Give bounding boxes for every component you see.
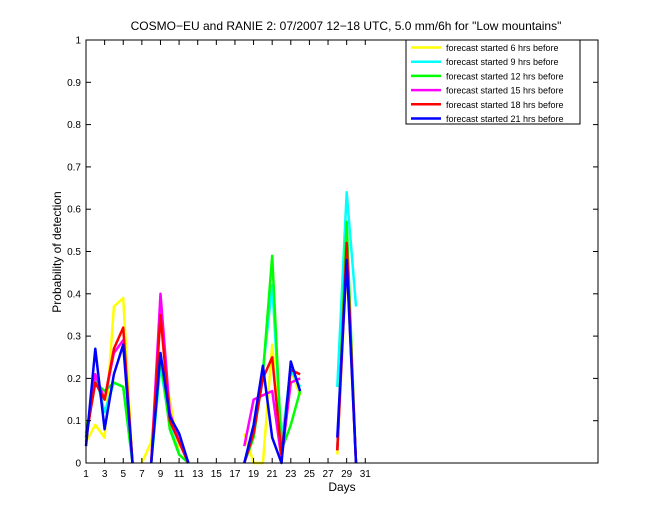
y-tick-label: 0.8 [67, 120, 81, 131]
x-tick-label: 13 [192, 469, 204, 480]
legend-items: forecast started 6 hrs before forecast st… [411, 43, 564, 124]
series-4-segment-3 [243, 377, 301, 461]
series-6 [84, 258, 358, 465]
x-tick-label: 9 [158, 469, 164, 480]
x-tick-label: 11 [174, 469, 185, 480]
x-tick-label: 21 [267, 469, 279, 480]
chart-title: COSMO−EU and RANIE 2: 07/2007 12−18 UTC,… [131, 19, 562, 33]
legend-label: forecast started 9 hrs before [446, 57, 559, 67]
legend-label: forecast started 21 hrs before [446, 114, 564, 124]
x-tick-label: 27 [322, 469, 334, 480]
x-tick-label: 7 [139, 469, 145, 480]
legend-label: forecast started 12 hrs before [446, 71, 564, 81]
y-tick-label: 0.3 [67, 332, 81, 343]
x-tick-label: 31 [360, 469, 372, 480]
x-tick-label: 17 [229, 469, 241, 480]
series-6-segment-1 [84, 343, 134, 464]
series-6-segment-3 [243, 360, 302, 465]
legend-label: forecast started 15 hrs before [446, 86, 564, 96]
series-2-segment-4 [336, 191, 358, 387]
x-axis-ticks: 1 3 5 7 9 11 13 15 17 19 21 23 25 27 29 31 [83, 40, 371, 480]
legend-box [405, 39, 581, 125]
y-tick-label: 0.2 [67, 374, 81, 385]
y-tick-label: 0.7 [67, 162, 81, 173]
x-tick-label: 15 [211, 469, 223, 480]
legend-label: forecast started 18 hrs before [446, 100, 564, 110]
legend: forecast started 6 hrs before forecast st… [405, 39, 581, 125]
x-tick-label: 23 [285, 469, 297, 480]
series-6-segment-2 [149, 351, 190, 464]
y-tick-label: 0.1 [67, 416, 81, 427]
y-axis-ticks: 0 0.1 0.2 0.3 0.4 0.5 0.6 0.7 0.8 0.9 1 [67, 36, 598, 470]
y-axis-label: Probability of detection [50, 191, 64, 312]
y-tick-label: 0.6 [67, 205, 81, 216]
legend-label: forecast started 6 hrs before [446, 43, 559, 53]
series-layer [84, 191, 358, 465]
x-tick-label: 3 [102, 469, 108, 480]
y-tick-label: 1 [75, 36, 81, 47]
series-6-segment-4 [336, 258, 358, 464]
y-tick-label: 0.5 [67, 247, 81, 258]
y-tick-label: 0 [75, 459, 81, 470]
x-tick-label: 19 [248, 469, 260, 480]
x-tick-label: 25 [304, 469, 316, 480]
x-tick-label: 1 [83, 469, 89, 480]
x-tick-label: 29 [341, 469, 353, 480]
y-tick-label: 0.9 [67, 78, 81, 89]
series-5-segment-2 [149, 313, 190, 464]
x-tick-label: 5 [120, 469, 126, 480]
y-tick-label: 0.4 [67, 289, 81, 300]
series-3-segment-3 [243, 254, 302, 464]
x-axis-label: Days [328, 480, 355, 494]
